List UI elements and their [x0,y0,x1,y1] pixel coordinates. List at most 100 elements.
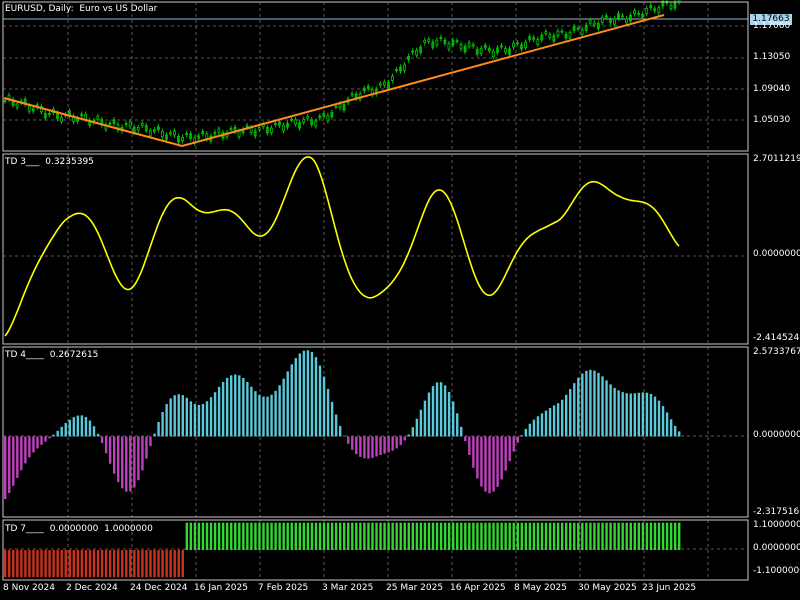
td4-bar [391,436,394,451]
td7-bar [528,522,532,550]
candle-body [350,93,354,96]
candle-body [128,121,132,127]
candle-body [423,39,427,44]
td7-bar [597,522,600,550]
td7-bar [375,522,378,550]
td7-bar [625,522,628,550]
td4-bar [108,436,112,464]
td4-bar [472,436,475,468]
td4-bar [44,436,47,442]
candle-body [669,4,673,9]
td7-bar [338,522,342,550]
candle-body [278,121,281,126]
td7-y-label: 1.1000000 [753,520,800,530]
td7-bar [274,522,277,550]
td7-bar [165,550,168,578]
x-axis-label: 16 Jan 2025 [194,583,248,593]
td7-bar [678,522,681,550]
td7-bar [645,522,649,550]
candle-body [298,122,302,129]
td7-bar [8,550,11,578]
candle-body [427,38,431,42]
td4-bar [383,436,386,454]
td4-bar [443,385,447,437]
candle-body [362,87,366,92]
candle-body [84,113,88,120]
td7-bar [88,550,92,578]
td4-bar [403,436,406,441]
td7-bar [548,522,552,550]
td4-bar [290,364,293,437]
td7-bar [435,522,439,550]
td4-bar [48,436,51,439]
td4-bar [169,398,172,437]
td4-bar [278,385,281,437]
td7-bar [197,522,201,550]
td7-bar [657,522,661,550]
td7-bar [205,522,209,550]
candle-body [608,19,612,23]
td4-bar [310,352,314,437]
td4-bar [302,350,306,437]
td7-bar [415,522,419,550]
td7-bar [468,522,471,550]
candle-body [269,127,273,134]
candle-body [306,116,310,119]
chart-title: EURUSD, Daily: Euro vs US Dollar [5,4,158,14]
td7-bar [68,550,71,578]
td7-bar [294,522,297,550]
trendlines[interactable] [3,14,665,148]
td4-bar [347,436,350,444]
td4-bar [460,426,463,437]
candle-body [645,8,649,15]
candle-body [342,104,346,111]
td4-bar [447,391,451,437]
candle-body [661,0,665,7]
td4-bar [633,393,637,437]
candle-body [613,18,616,25]
td7-bar [451,522,455,550]
price-y-label: 1.13050 [753,52,791,62]
td4-bar [20,436,23,471]
td7-bar [609,522,612,550]
td4-bar [536,416,540,437]
td4-bar [286,371,289,437]
x-axis-label: 2 Dec 2024 [66,583,118,593]
candle-body [43,112,47,119]
candle-body [156,126,160,131]
candle-body [282,124,285,132]
td3-y-label: 2.7011219 [753,154,800,164]
td4-bar [476,436,479,479]
td4-bar [209,397,213,437]
td4-bar [456,413,459,437]
td4-bar [411,427,415,437]
td4-bar [314,357,318,437]
td4-bar [524,428,528,437]
td7-bar [641,522,645,550]
td7-bar [456,522,459,550]
td7-bar [613,522,616,550]
candle-body [257,126,261,130]
td4-bar [508,436,511,462]
td4-bar [657,400,661,437]
x-axis-label: 24 Dec 2024 [130,583,188,593]
td4-bar [40,436,43,445]
candle-body [637,12,641,15]
td4-bar [500,436,503,480]
td7-bar [246,522,249,550]
x-axis-label: 7 Feb 2025 [258,583,309,593]
td4-bar [653,396,657,437]
td4-bar [60,426,63,437]
trendline [3,14,665,148]
td7-bar [673,522,677,550]
td7-bar [484,522,487,550]
td7-bar [189,522,193,550]
candle-body [463,45,467,53]
td4-bar [254,391,257,437]
price-y-label: 1.05030 [753,115,791,125]
td4-bar [597,372,600,437]
td4-bar [112,436,116,474]
td7-bar [242,522,245,550]
candle-body [544,31,548,34]
